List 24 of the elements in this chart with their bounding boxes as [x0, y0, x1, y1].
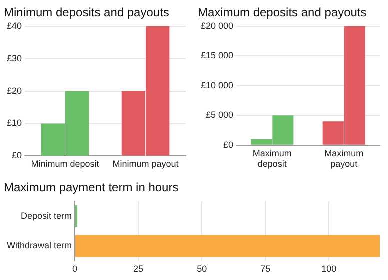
chart-title: Maximum payment term in hours [4, 180, 179, 195]
y-tick-label: £10 [6, 118, 22, 128]
x-tick-label: 100 [322, 264, 337, 274]
x-tick-label: Minimum payout [112, 159, 180, 170]
y-tick-label: Deposit term [20, 210, 72, 221]
y-tick-label: £30 [6, 53, 22, 64]
chart-title: Maximum deposits and payouts [198, 6, 367, 20]
x-tick-label: Maximum payout [324, 148, 364, 170]
y-tick-label: Withdrawal term [6, 240, 72, 251]
x-tick-label: 50 [197, 264, 208, 274]
x-tick-label: Maximum deposit [252, 148, 292, 170]
y-tick-label: £40 [6, 20, 22, 31]
y-tick-label: £5 000 [206, 110, 234, 120]
y-tick-label: £20 000 [200, 20, 234, 31]
x-tick-label: 25 [134, 264, 144, 274]
x-tick-label: 0 [72, 264, 78, 274]
x-tick-label: Minimum deposit [31, 159, 100, 170]
y-tick-label: £0 [12, 150, 22, 161]
y-tick-label: £10 000 [200, 80, 234, 90]
y-tick-label: £20 [6, 86, 22, 96]
y-tick-label: £15 000 [200, 50, 234, 61]
y-tick-label: £0 [224, 140, 234, 150]
x-tick-label: 75 [260, 264, 271, 274]
chart-title: Minimum deposits and payouts [4, 6, 170, 20]
